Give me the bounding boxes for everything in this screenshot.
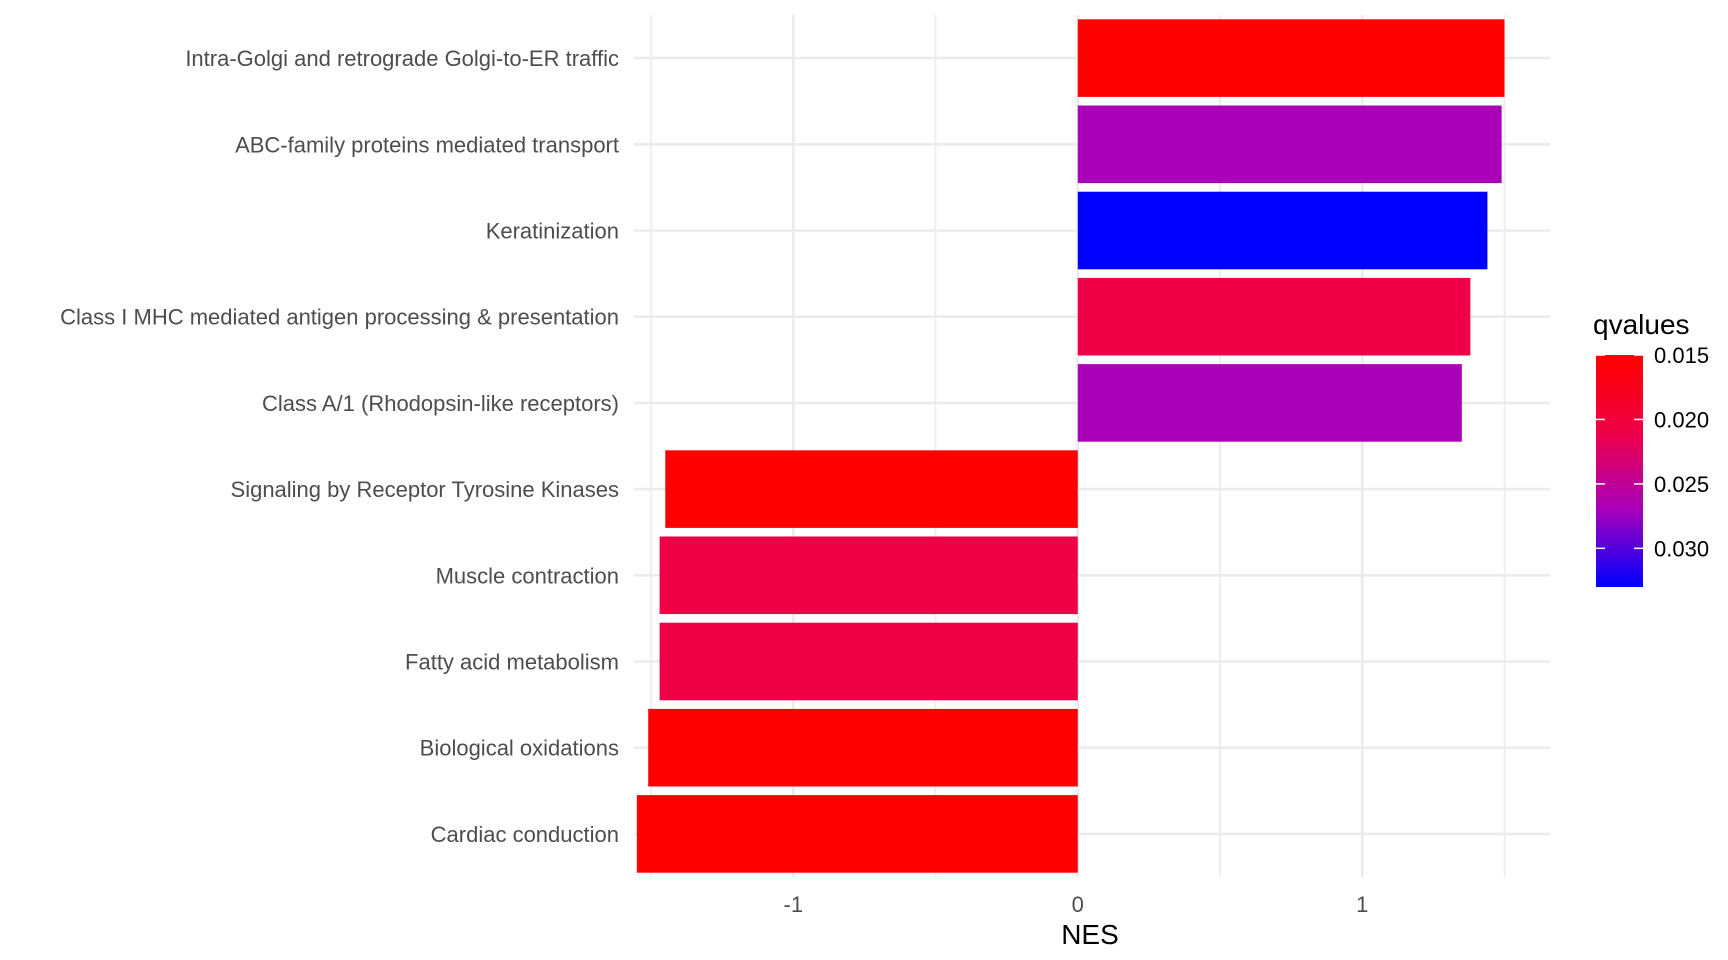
bar	[636, 795, 1078, 873]
bar	[659, 622, 1078, 701]
x-tick-label: 1	[1356, 892, 1368, 917]
x-axis-ticks: -1 0 1	[784, 892, 1369, 917]
bar	[1077, 364, 1462, 442]
x-tick-label: 0	[1072, 892, 1084, 917]
legend-tick-label: 0.025	[1654, 472, 1709, 497]
legend-tick-label: 0.030	[1654, 536, 1709, 561]
bar	[1077, 19, 1505, 97]
category-label: Cardiac conduction	[431, 822, 619, 847]
bar	[1077, 191, 1488, 270]
category-labels: Intra-Golgi and retrograde Golgi-to-ER t…	[60, 46, 619, 847]
x-axis-title: NES	[1061, 919, 1119, 950]
bar	[648, 708, 1078, 787]
legend-tick-label: 0.015	[1654, 343, 1709, 368]
bar	[1077, 277, 1471, 356]
x-tick-label: -1	[784, 892, 804, 917]
legend-colorbar	[1596, 355, 1643, 587]
legend-tick-label: 0.020	[1654, 407, 1709, 432]
category-label: Signaling by Receptor Tyrosine Kinases	[231, 477, 619, 502]
category-label: Fatty acid metabolism	[405, 650, 619, 675]
legend-title: qvalues	[1593, 309, 1690, 340]
category-label: Biological oxidations	[420, 736, 619, 761]
bars	[636, 19, 1505, 873]
category-label: Keratinization	[486, 219, 619, 244]
legend-ticks: 0.015 0.020 0.025 0.030	[1596, 343, 1709, 561]
bar	[659, 536, 1078, 615]
category-label: ABC-family proteins mediated transport	[235, 132, 619, 157]
legend: qvalues 0.015 0.020 0.025 0.030	[1593, 309, 1709, 587]
category-label: Muscle contraction	[436, 563, 619, 588]
category-label: Intra-Golgi and retrograde Golgi-to-ER t…	[185, 46, 619, 71]
category-label: Class A/1 (Rhodopsin-like receptors)	[262, 391, 619, 416]
category-label: Class I MHC mediated antigen processing …	[60, 305, 619, 330]
bar	[665, 450, 1078, 528]
bar	[1077, 105, 1502, 184]
